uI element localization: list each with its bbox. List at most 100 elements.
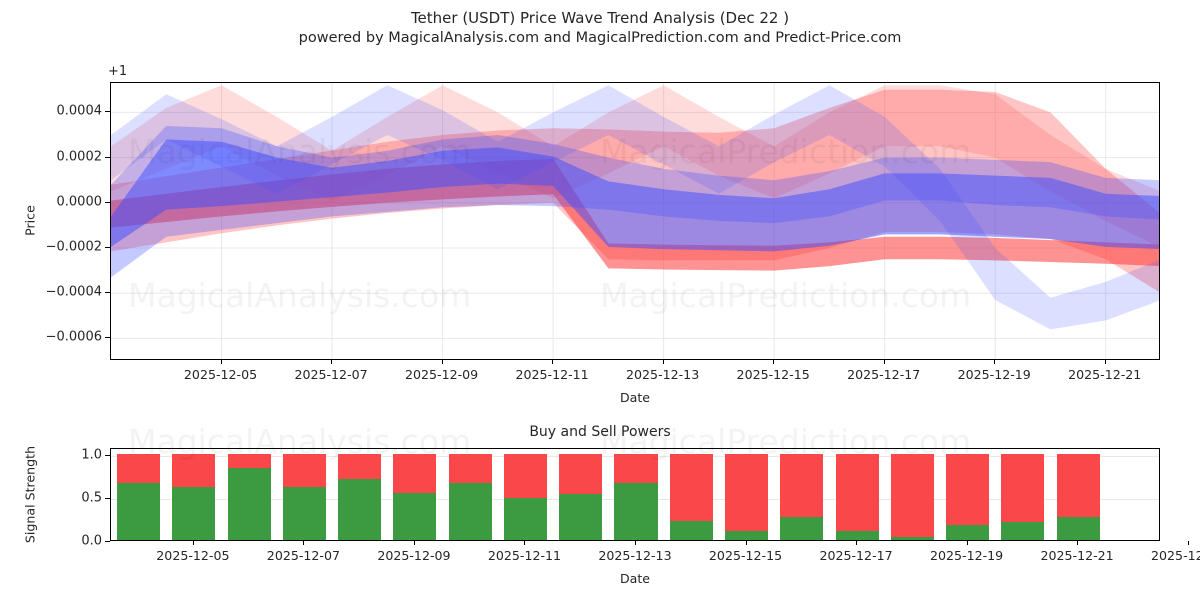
sell-power-segment [503, 453, 547, 498]
price-y-tick-label: −0.0006 [45, 329, 102, 345]
sell-power-segment [780, 453, 824, 517]
price-x-tick-label: 2025-12-05 [183, 367, 258, 382]
price-x-tick-mark [552, 360, 554, 364]
sell-power-segment [1056, 453, 1100, 517]
signal-strength-bar[interactable] [614, 453, 658, 540]
signal-strength-bar[interactable] [724, 453, 769, 540]
price-y-tick-mark [105, 156, 110, 158]
signal-strength-bar[interactable] [1056, 453, 1100, 540]
signal-x-tick-mark [1077, 541, 1079, 545]
signal-x-tick-mark [856, 541, 858, 545]
sell-power-segment [614, 453, 658, 484]
price-x-tick-label: 2025-12-09 [404, 367, 479, 382]
price-x-tick-label: 2025-12-15 [736, 367, 810, 382]
wave-band-red-wave-a [111, 85, 1159, 248]
buy-power-segment [338, 478, 382, 540]
signal-x-tick-mark [413, 541, 415, 545]
price-y-tick-label: −0.0002 [45, 239, 102, 255]
price-x-tick-mark [220, 360, 222, 364]
price-y-tick-label: 0.0004 [56, 103, 103, 119]
sell-power-segment [227, 453, 271, 468]
price-x-tick-label: 2025-12-13 [626, 367, 700, 382]
bar-chart-title: Buy and Sell Powers [529, 424, 671, 440]
signal-y-tick-mark [105, 497, 110, 499]
price-y-tick-mark [105, 111, 110, 113]
signal-x-tick-label: 2025-12-17 [819, 548, 893, 563]
signal-x-tick-mark [966, 541, 968, 545]
price-x-tick-label: 2025-12-17 [847, 367, 921, 382]
y-axis-offset-label: +1 [108, 64, 128, 79]
sell-power-segment [393, 453, 437, 493]
price-y-tick-mark [105, 292, 110, 294]
page-subtitle: powered by MagicalAnalysis.com and Magic… [298, 30, 902, 46]
buy-power-segment [669, 521, 713, 540]
sell-power-segment [669, 453, 713, 522]
signal-y-tick-label: 0.0 [81, 533, 102, 549]
price-y-tick-label: 0.0002 [56, 149, 103, 165]
buy-power-segment [393, 492, 437, 540]
buy-power-segment [724, 530, 769, 540]
signal-strength-bar[interactable] [946, 453, 990, 540]
sell-power-segment [890, 453, 934, 538]
buy-power-segment [227, 467, 271, 540]
signal-x-tick-mark [635, 541, 636, 545]
signal-y-tick-mark [105, 454, 110, 456]
price-y-tick-label: 0.0000 [56, 194, 103, 210]
signal-strength-bar[interactable] [890, 453, 934, 540]
buy-power-segment [117, 483, 161, 540]
signal-strength-bar[interactable] [503, 453, 547, 540]
sell-power-segment [172, 453, 216, 488]
buy-power-segment [890, 537, 934, 540]
price-x-tick-mark [883, 360, 885, 364]
signal-strength-bar[interactable] [338, 453, 382, 540]
signal-x-tick-label: 2025-12-11 [487, 548, 562, 563]
price-x-tick-mark [662, 360, 664, 364]
signal-strength-bar[interactable] [448, 453, 492, 540]
price-y-tick-mark [105, 201, 110, 203]
price-plot-area [110, 82, 1160, 360]
signal-strength-bar[interactable] [282, 453, 326, 540]
price-x-tick-label: 2025-12-21 [1068, 367, 1142, 382]
chart-title-block: Tether (USDT) Price Wave Trend Analysis … [0, 8, 1200, 48]
signal-x-tick-mark [745, 541, 747, 545]
price-x-tick-mark [773, 360, 775, 364]
sell-power-segment [1001, 453, 1045, 522]
page-title: Tether (USDT) Price Wave Trend Analysis … [410, 9, 790, 27]
price-x-tick-label: 2025-12-07 [294, 367, 368, 382]
price-x-tick-label: 2025-12-11 [515, 367, 589, 382]
sell-power-segment [724, 453, 769, 531]
price-y-tick-mark [105, 337, 110, 339]
signal-strength-bar[interactable] [780, 453, 824, 540]
signal-strength-bar[interactable] [835, 453, 879, 540]
signal-strength-bar[interactable] [559, 453, 603, 540]
signal-strength-bar[interactable] [172, 453, 216, 540]
signal-x-tick-label: 2025-12-05 [156, 548, 230, 563]
sell-power-segment [835, 453, 879, 531]
signal-x-tick-label: 2025-12-15 [708, 548, 783, 563]
signal-y-tick-label: 0.5 [81, 490, 102, 506]
signal-strength-bar[interactable] [1001, 453, 1045, 540]
signal-x-tick-mark [192, 541, 194, 545]
sell-power-segment [117, 453, 161, 484]
signal-x-tick-mark [1187, 541, 1189, 545]
signal-strength-bar[interactable] [669, 453, 713, 540]
buy-power-segment [448, 483, 492, 540]
price-x-axis-label: Date [619, 390, 651, 405]
sell-power-segment [559, 453, 603, 494]
buy-power-segment [946, 525, 990, 540]
buy-power-segment [503, 497, 547, 540]
price-y-tick-mark [105, 246, 110, 248]
wave-band-blue-wave-a [111, 85, 1159, 330]
signal-x-tick-label: 2025-12-13 [598, 548, 672, 563]
wave-band-blue-band-2 [111, 139, 1159, 252]
signal-x-tick-label: 2025-12-21 [1040, 548, 1114, 563]
buy-power-segment [559, 493, 603, 540]
price-x-tick-mark [1104, 360, 1106, 364]
signal-strength-bar[interactable] [227, 453, 271, 540]
signal-strength-bar[interactable] [117, 453, 161, 540]
signal-strength-bar[interactable] [393, 453, 437, 540]
price-wave-panel [110, 82, 1160, 360]
price-wave-bands [111, 83, 1159, 359]
buy-power-segment [1001, 521, 1045, 540]
